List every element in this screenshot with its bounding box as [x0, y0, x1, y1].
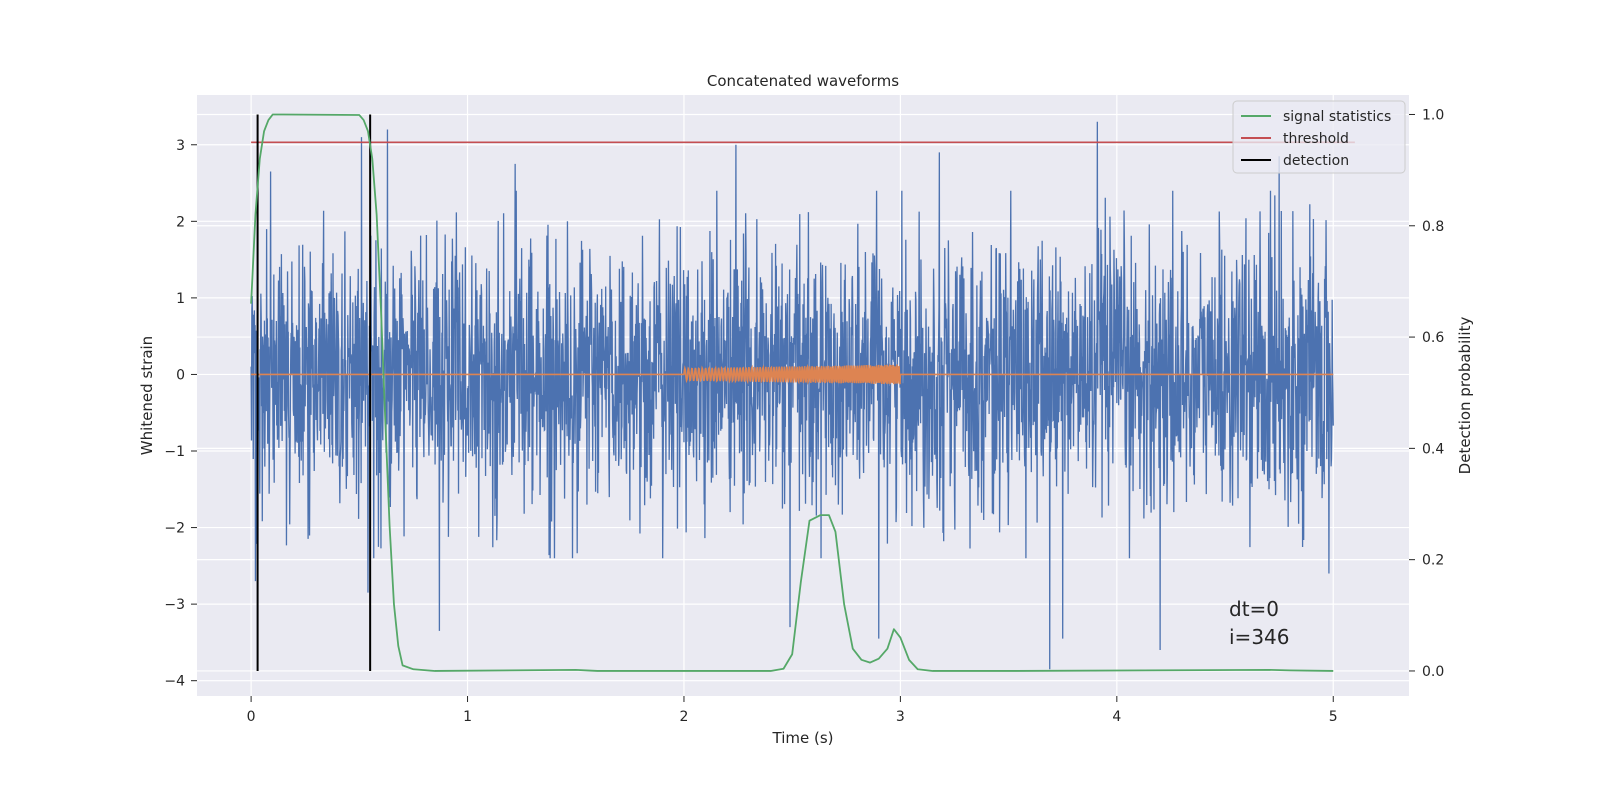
y-tick-label: −1 [164, 444, 185, 460]
x-axis-ticks: 0 1 2 3 4 5 [247, 696, 1338, 725]
x-tick-label: 3 [896, 709, 905, 725]
injected-waveform-series [251, 363, 1334, 385]
y2-tick-label: 0.8 [1422, 219, 1444, 235]
y-tick-label: −2 [164, 521, 185, 537]
annotation: dt=0 i=346 [1229, 597, 1290, 649]
y2-tick-label: 0.2 [1422, 553, 1444, 569]
legend-box [1232, 100, 1406, 174]
strain-series [250, 121, 1334, 670]
y-tick-label: 0 [176, 367, 185, 383]
legend-label-signal-statistics: signal statistics [1283, 109, 1391, 125]
y-tick-label: 2 [176, 214, 185, 230]
y2-axis-label: Detection probability [1456, 317, 1474, 475]
legend-label-threshold: threshold [1283, 131, 1349, 147]
x-tick-label: 5 [1329, 709, 1338, 725]
detection-series [256, 114, 372, 671]
y-tick-label: −3 [164, 597, 185, 613]
x-tick-label: 0 [247, 709, 256, 725]
signal-statistics-series [250, 113, 1334, 672]
strain-line [250, 121, 1334, 670]
x-tick-label: 4 [1112, 709, 1121, 725]
injected-waveform-line [251, 363, 1334, 385]
right-axis-ticks: 0.0 0.2 0.4 0.6 0.8 1.0 [1409, 107, 1444, 680]
legend: signal statistics threshold detection [1232, 100, 1406, 174]
y-tick-label: 3 [176, 138, 185, 154]
y2-tick-label: 0.0 [1422, 664, 1444, 680]
x-tick-label: 1 [463, 709, 472, 725]
y-tick-label: 1 [176, 291, 185, 307]
y2-tick-label: 1.0 [1422, 107, 1444, 123]
x-tick-label: 2 [680, 709, 689, 725]
y-axis-label: Whitened strain [138, 336, 156, 455]
left-axis-ticks: −4 −3 −2 −1 0 1 2 3 [164, 138, 197, 690]
annotation-dt: dt=0 [1229, 597, 1279, 621]
y2-tick-label: 0.4 [1422, 441, 1444, 457]
chart-title: Concatenated waveforms [707, 72, 899, 90]
signal-statistics-line [250, 113, 1334, 672]
legend-label-detection: detection [1283, 153, 1349, 169]
x-axis-label: Time (s) [772, 729, 834, 747]
y-tick-label: −4 [164, 674, 185, 690]
annotation-index: i=346 [1229, 625, 1290, 649]
y2-tick-label: 0.6 [1422, 330, 1444, 346]
